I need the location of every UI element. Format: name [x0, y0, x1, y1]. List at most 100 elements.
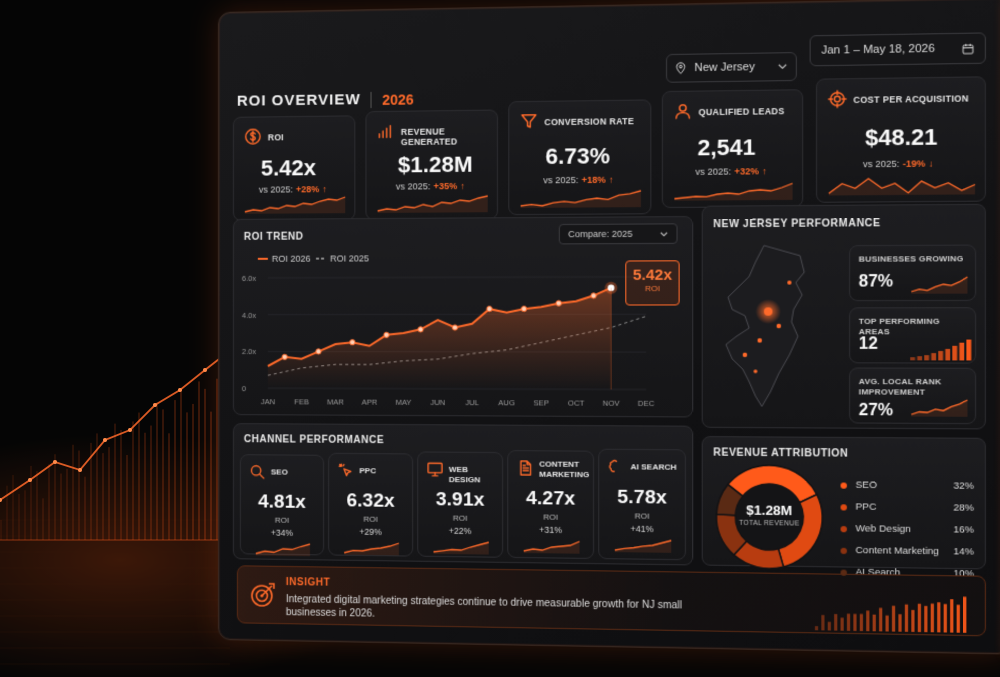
decor-bar — [957, 605, 960, 633]
bg-bar — [186, 412, 188, 540]
channel-roi-label: ROI — [508, 512, 593, 522]
y-tick-label: 6.0x — [242, 274, 256, 283]
kpi-compare: vs 2025: -19% ↓ — [863, 158, 933, 169]
channel-sparkline-wrap — [255, 541, 311, 561]
attribution-percent: 14% — [953, 546, 974, 558]
channel-sparkline — [432, 540, 489, 555]
date-range-picker[interactable]: Jan 1 – May 18, 2026 — [810, 32, 986, 66]
bg-bar — [60, 474, 62, 540]
decor-bar — [944, 604, 947, 633]
channel-roi-label: ROI — [241, 515, 323, 525]
data-point — [316, 349, 321, 354]
bg-bar — [162, 409, 164, 540]
nj-metric-card: AVG. LOCAL RANK IMPROVEMENT 27% — [849, 367, 976, 424]
attribution-legend-item: Content Marketing 14% — [841, 545, 974, 558]
bar-chart-icon — [377, 122, 395, 140]
nj-metric-card: TOP PERFORMING AREAS 12 — [849, 307, 976, 363]
arrow-up-icon: ↑ — [460, 181, 465, 191]
kpi-card-qualified-leads: QUALIFIED LEADS 2,541 vs 2025: +32% ↑ — [662, 89, 803, 208]
x-tick-label: JAN — [261, 397, 275, 406]
bg-trend-point — [28, 478, 32, 482]
kpi-card-revenue-generated: REVENUE GENERATED $1.28M vs 2025: +35% ↑ — [365, 110, 498, 221]
nj-metric-value: 87% — [859, 273, 893, 292]
location-select[interactable]: New Jersey — [666, 52, 797, 83]
attribution-channel-name: Web Design — [855, 523, 953, 536]
bg-bar — [156, 403, 158, 540]
brain-icon-wrap — [608, 458, 626, 481]
bar — [938, 351, 943, 360]
x-tick-label: APR — [362, 398, 378, 407]
channel-sparkline-wrap — [523, 539, 581, 559]
decor-bar — [815, 626, 818, 630]
decor-bar — [905, 604, 908, 631]
map-pin — [776, 324, 781, 329]
nj-metric-card: BUSINESSES GROWING 87% — [849, 245, 976, 302]
bar — [931, 353, 936, 360]
kpi-compare-label: vs 2025: — [863, 158, 900, 169]
user-icon — [673, 102, 692, 121]
insight-banner: INSIGHT Integrated digital marketing str… — [237, 565, 986, 636]
decor-bar — [892, 606, 895, 632]
kpi-change: +35% — [434, 181, 458, 191]
channel-label: PPC — [359, 466, 410, 477]
bg-bar — [42, 498, 44, 540]
data-point — [384, 332, 389, 337]
bar — [959, 343, 964, 361]
kpi-card-cost-per-acquisition: COST PER ACQUISITION $48.21 vs 2025: -19% ↓ — [816, 76, 986, 203]
kpi-change: +28% — [296, 184, 319, 194]
kpi-change: -19% — [903, 158, 926, 169]
kpi-sparkline-wrap — [520, 189, 642, 213]
insight-text: Integrated digital marketing strategies … — [286, 593, 718, 626]
y-tick-label: 0 — [242, 384, 246, 393]
decor-bar — [873, 615, 876, 632]
bg-bar — [120, 430, 122, 540]
decor-bar — [898, 614, 901, 632]
attribution-swatch — [841, 547, 847, 553]
bar — [952, 346, 957, 361]
bg-bar — [102, 453, 104, 540]
revenue-attribution-card: REVENUE ATTRIBUTION $1.28M TOTAL REVENUE… — [702, 436, 986, 569]
kpi-value: 6.73% — [545, 143, 610, 170]
x-tick-label: FEB — [294, 397, 309, 406]
channel-card-seo: SEO 4.81x ROI +34% — [240, 454, 324, 555]
chevron-down-icon — [778, 64, 788, 70]
attribution-channel-name: Content Marketing — [855, 545, 953, 558]
donut-center-value: $1.28M — [727, 502, 812, 518]
channel-roi-value: 4.27x — [508, 488, 593, 511]
bg-bar — [24, 490, 26, 540]
kpi-sparkline-wrap — [673, 181, 793, 206]
insight-title: INSIGHT — [286, 577, 330, 589]
decor-bar — [821, 615, 824, 630]
location-select-value: New Jersey — [694, 61, 777, 75]
nj-state-outline — [726, 245, 804, 406]
bg-bar — [168, 433, 170, 540]
roi-callout-value: 5.42x — [626, 266, 678, 284]
x-tick-label: NOV — [603, 399, 620, 408]
bg-bar — [48, 464, 50, 540]
attribution-channel-name: SEO — [855, 480, 953, 492]
channel-roi-value: 3.91x — [418, 489, 502, 512]
kpi-compare-label: vs 2025: — [695, 166, 731, 177]
decor-bar — [834, 614, 837, 631]
title-divider — [371, 91, 372, 107]
x-tick-label: JUN — [430, 398, 445, 407]
bg-bar — [204, 389, 206, 540]
target-icon-wrap — [828, 90, 847, 114]
target-arrow-icon — [250, 581, 276, 607]
bg-bar — [138, 413, 140, 540]
cursor-click-icon-wrap — [337, 462, 354, 484]
nj-performance-card: NEW JERSEY PERFORMANCE BUSINESSES GROWIN… — [702, 204, 986, 430]
channel-roi-label: ROI — [329, 514, 412, 524]
channel-sparkline — [255, 541, 311, 556]
kpi-compare: vs 2025: +18% ↑ — [543, 174, 613, 185]
attribution-swatch — [841, 525, 847, 531]
channel-card-web-design: WEB DESIGN 3.91x ROI +22% — [417, 451, 503, 557]
channel-performance-card: CHANNEL PERFORMANCE SEO 4.81x ROI +34% PPC 6.… — [233, 423, 693, 565]
search-icon-wrap — [249, 463, 266, 485]
decor-bar — [911, 610, 914, 632]
attribution-percent: 28% — [953, 502, 974, 514]
map-pin — [754, 370, 758, 374]
decor-bar — [879, 608, 882, 632]
decor-bar — [853, 614, 856, 631]
data-point — [418, 327, 423, 332]
